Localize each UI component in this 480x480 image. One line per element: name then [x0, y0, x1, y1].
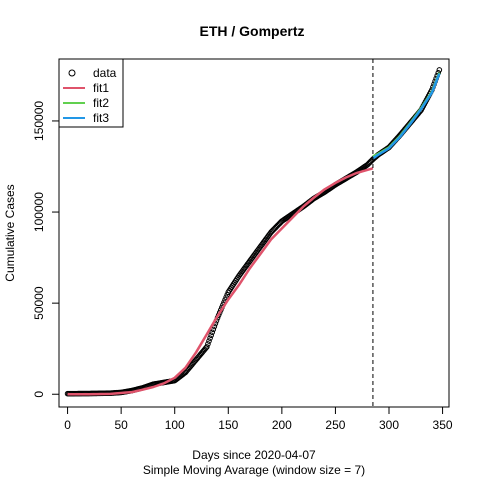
data-point	[224, 291, 231, 298]
data-point	[208, 332, 214, 339]
x-axis-sublabel: Simple Moving Avarage (window size = 7)	[143, 463, 365, 477]
y-tick-label: 0	[32, 391, 46, 398]
y-tick-label: 150000	[32, 101, 46, 141]
data-point	[206, 338, 212, 344]
data-point	[207, 335, 213, 341]
series-fit3-line	[372, 73, 441, 160]
x-tick-label: 200	[272, 418, 292, 432]
x-tick-label: 250	[325, 418, 345, 432]
data-point	[204, 344, 210, 350]
x-tick-label: 100	[165, 418, 185, 432]
y-axis-label: Cumulative Cases	[3, 184, 17, 281]
x-tick-label: 350	[433, 418, 453, 432]
y-tick-label: 50000	[32, 286, 46, 320]
data-point	[436, 67, 443, 73]
y-tick-label: 100000	[32, 192, 46, 232]
legend-box	[58, 58, 124, 128]
legend-label: fit3	[93, 111, 109, 125]
data-point	[205, 341, 211, 347]
series-layer	[64, 67, 443, 397]
series-fit1-line	[67, 167, 374, 396]
data-point	[202, 345, 209, 351]
x-tick-label: 300	[379, 418, 399, 432]
legend-label: data	[93, 66, 117, 80]
series-fit2-line	[372, 72, 441, 158]
x-axis: 0 50 100 150 200 250 300 350	[64, 406, 453, 432]
x-tick-label: 50	[114, 418, 128, 432]
y-axis: 0 50000 100000 150000	[32, 101, 60, 398]
legend-label: fit2	[93, 96, 109, 110]
chart-title: ETH / Gompertz	[199, 23, 304, 39]
legend-label: fit1	[93, 81, 109, 95]
x-axis-label: Days since 2020-04-07	[192, 448, 316, 462]
legend-swatch	[68, 69, 76, 77]
series-data	[64, 67, 443, 397]
x-tick-label: 0	[64, 418, 71, 432]
x-tick-label: 150	[218, 418, 238, 432]
data-point	[209, 329, 216, 336]
